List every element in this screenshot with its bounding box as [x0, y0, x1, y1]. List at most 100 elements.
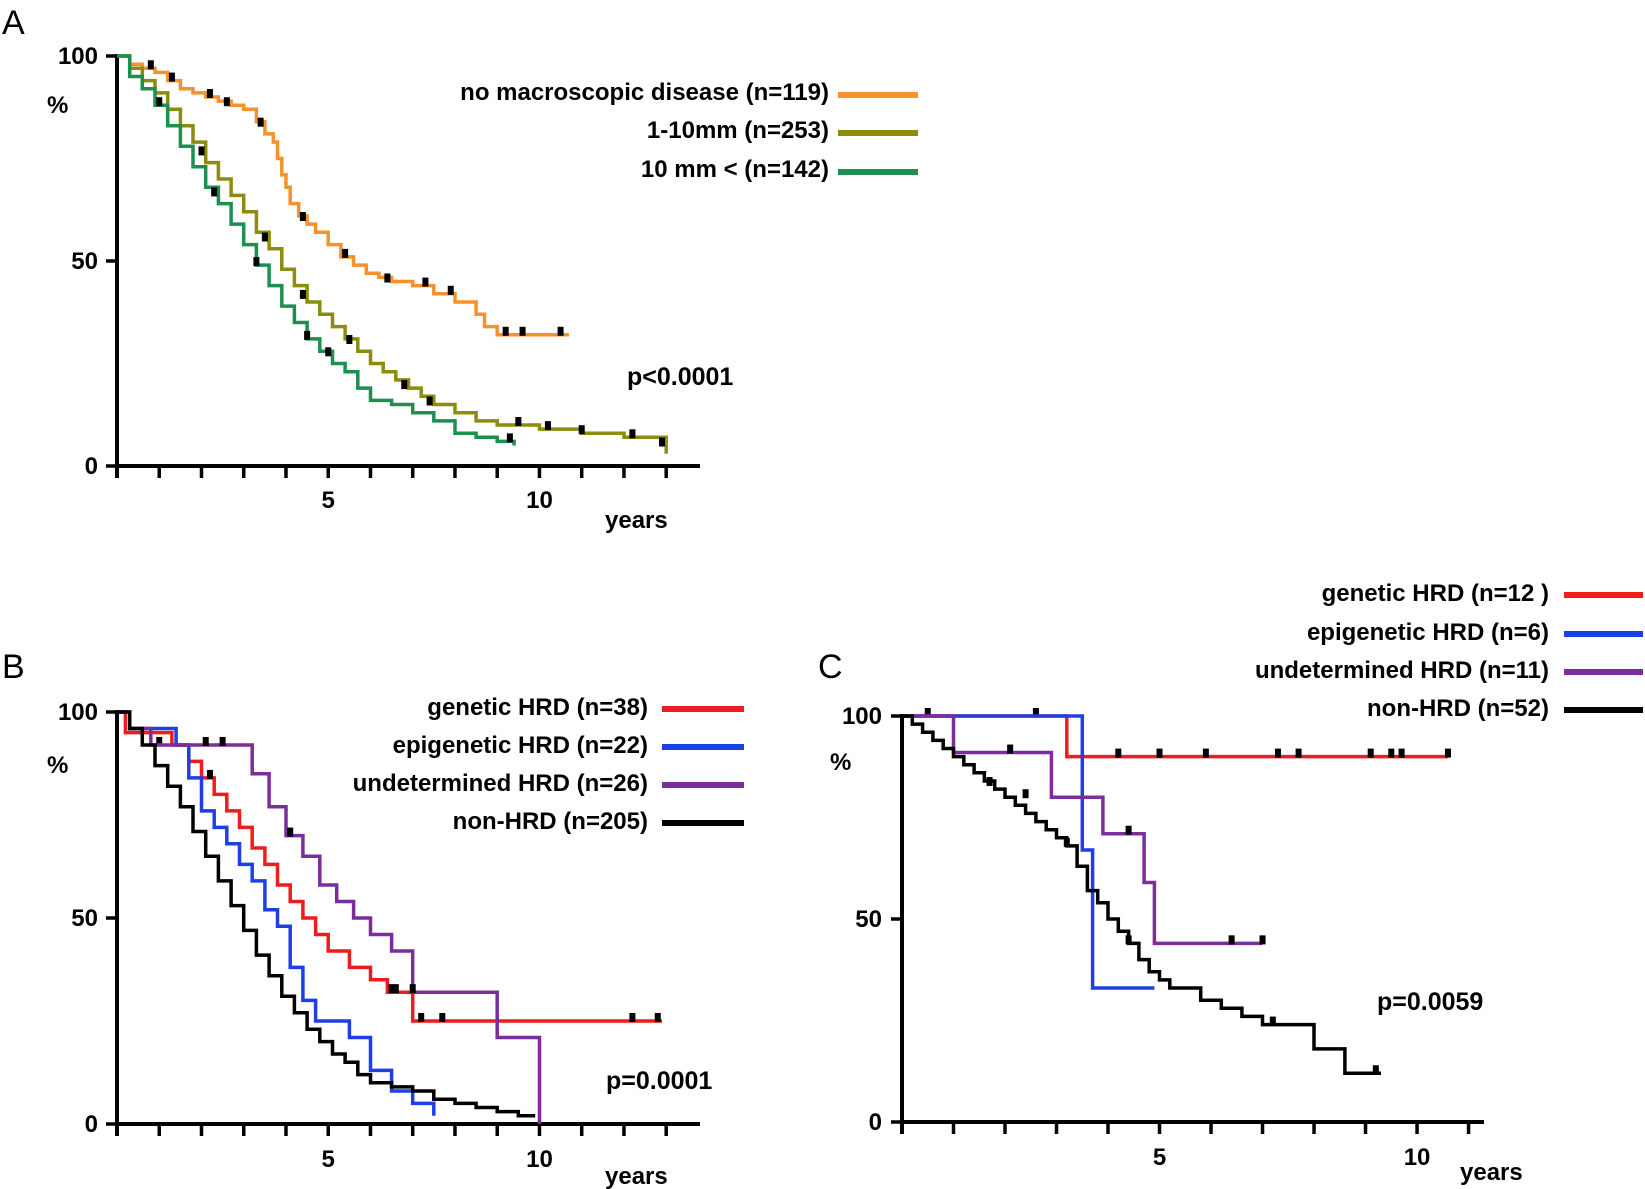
panel-c-series-epigenetic-hrd-n-6 — [902, 714, 1155, 990]
panel-b-series-undetermined-hrd-n-26 — [117, 710, 542, 1124]
panel-a-y-tick-label: 100 — [58, 43, 98, 70]
panel-b-censor-mark — [202, 736, 209, 746]
panel-b-chart: 0 50 100 5 10 — [58, 699, 700, 1173]
panel-a-censor-mark — [447, 285, 454, 295]
panel-a-censor-mark — [299, 212, 306, 221]
panel-c-censor-mark — [1032, 708, 1039, 717]
panel-b-censor-mark — [392, 984, 399, 994]
panel-a-censor-mark — [422, 277, 429, 287]
panel-a-censor-mark — [223, 97, 230, 107]
panel-c-censor-mark — [1228, 935, 1235, 945]
panel-a-censor-mark — [502, 326, 509, 336]
panel-a-y-tick-label: 50 — [71, 248, 98, 275]
panel-a-censor-mark — [147, 60, 154, 70]
panel-b-y-tick-label: 100 — [58, 699, 98, 726]
panel-a-xlabel: years — [605, 507, 668, 534]
panel-b-legend: genetic HRD (n=38) epigenetic HRD (n=22)… — [353, 694, 744, 835]
panel-a-censor-mark — [384, 273, 391, 283]
panel-b-y-tick-label: 50 — [71, 905, 98, 932]
panel-c-y-tick-label: 0 — [869, 1109, 882, 1136]
panel-a-censor-mark — [342, 248, 349, 258]
panel-c-censor-mark — [1125, 825, 1132, 835]
panel-c-series-genetic-hrd-n-12 — [902, 714, 1448, 759]
panel-b-pvalue: p=0.0001 — [606, 1067, 712, 1095]
panel-c-y-tick-label: 50 — [855, 906, 882, 933]
panel-b-censor-mark — [418, 1013, 425, 1022]
panel-letter-b: B — [2, 648, 25, 686]
legend-label-b-epigenetic-hrd: epigenetic HRD (n=22) — [393, 732, 648, 759]
panel-a-ylabel: % — [47, 92, 68, 119]
panel-c-x-tick-label: 10 — [1404, 1144, 1431, 1171]
panel-c-censor-mark — [1444, 748, 1451, 758]
panel-c-series-undetermined-hrd-n-11 — [902, 714, 1263, 946]
panel-a-censor-mark — [515, 417, 522, 426]
panel-a-censor-mark — [206, 89, 213, 98]
panel-a-censor-mark — [346, 335, 353, 344]
panel-c-censor-mark — [1274, 748, 1281, 758]
panel-a-censor-mark — [544, 421, 551, 431]
panel-a-series-no-macroscopic-disease-n-119 — [117, 54, 569, 337]
legend-label-b-undetermined-hrd: undetermined HRD (n=26) — [353, 770, 648, 797]
panel-a-censor-mark — [168, 72, 175, 82]
panel-c-legend: genetic HRD (n=12 ) epigenetic HRD (n=6)… — [1255, 580, 1643, 722]
panel-b-x-tick-label: 10 — [526, 1146, 553, 1173]
panel-c-censor-mark — [986, 777, 993, 787]
panel-b-ylabel: % — [47, 752, 68, 779]
panel-a-censor-mark — [325, 347, 332, 357]
panel-b-censor-mark — [219, 736, 226, 746]
panel-a-censor-mark — [401, 380, 408, 390]
panel-c-censor-mark — [1259, 935, 1266, 945]
panel-letter-c: C — [818, 648, 843, 686]
panel-a-chart: 0 50 100 5 10 — [58, 43, 700, 514]
legend-label-b-genetic-hrd: genetic HRD (n=38) — [427, 694, 648, 721]
panel-c-pvalue: p=0.0059 — [1377, 988, 1483, 1016]
panel-a-censor-mark — [426, 396, 433, 406]
panel-letter-a: A — [2, 4, 25, 42]
panel-c-x-tick-label: 5 — [1153, 1144, 1166, 1171]
legend-label-b-non-hrd: non-HRD (n=205) — [453, 808, 648, 835]
panel-c-y-tick-label: 100 — [842, 703, 882, 730]
panel-a-censor-mark — [211, 187, 218, 197]
panel-b-censor-mark — [409, 984, 416, 994]
panel-c-censor-mark — [1007, 744, 1014, 754]
panel-a-censor-mark — [261, 232, 268, 242]
panel-a-censor-mark — [557, 326, 564, 336]
panel-c-censor-mark — [1388, 748, 1395, 758]
panel-a-x-tick-label: 10 — [526, 487, 553, 514]
panel-a-censor-mark — [629, 429, 636, 439]
panel-c-xlabel: years — [1460, 1159, 1523, 1186]
panel-a-censor-mark — [304, 330, 311, 340]
panel-b-series-non-hrd-n-205 — [117, 710, 536, 1118]
panel-b-censor-mark — [654, 1013, 661, 1022]
panel-c-censor-mark — [1367, 748, 1374, 758]
panel-a-censor-mark — [198, 146, 205, 156]
legend-label-c-epigenetic-hrd: epigenetic HRD (n=6) — [1307, 619, 1549, 646]
legend-label-10mm-plus: 10 mm < (n=142) — [641, 156, 829, 183]
panel-a-series-1-10mm-n-253 — [117, 54, 668, 454]
panel-c-censor-mark — [1269, 1016, 1276, 1026]
panel-c-censor-mark — [1115, 748, 1122, 758]
panel-b-censor-mark — [156, 736, 163, 746]
panel-b-censor-mark — [388, 984, 395, 994]
panel-c-ylabel: % — [830, 749, 851, 776]
panel-b-censor-mark — [629, 1013, 636, 1022]
panel-b-x-tick-label: 5 — [322, 1146, 335, 1173]
panel-c-censor-mark — [1295, 748, 1302, 758]
panel-a-x-tick-label: 5 — [322, 487, 335, 514]
panel-c-series-non-hrd-n-52 — [902, 714, 1381, 1076]
panel-c-censor-mark — [1063, 837, 1070, 847]
panel-b-censor-mark — [439, 1013, 446, 1022]
panel-a-censor-mark — [253, 257, 260, 267]
legend-label-1-10mm: 1-10mm (n=253) — [647, 117, 829, 144]
panel-b-censor-mark — [206, 769, 213, 779]
panel-a-series-10-mm-n-142 — [117, 54, 516, 446]
panel-c-censor-mark — [1125, 935, 1132, 945]
panel-a-censor-mark — [257, 117, 264, 127]
panel-a-censor-mark — [578, 425, 585, 435]
panel-b-censor-mark — [287, 827, 294, 837]
panel-b-y-tick-label: 0 — [85, 1111, 98, 1138]
panel-a-legend: no macroscopic disease (n=119) 1-10mm (n… — [460, 79, 918, 183]
panel-c-censor-mark — [1022, 789, 1029, 799]
panel-c-censor-mark — [1156, 748, 1163, 758]
